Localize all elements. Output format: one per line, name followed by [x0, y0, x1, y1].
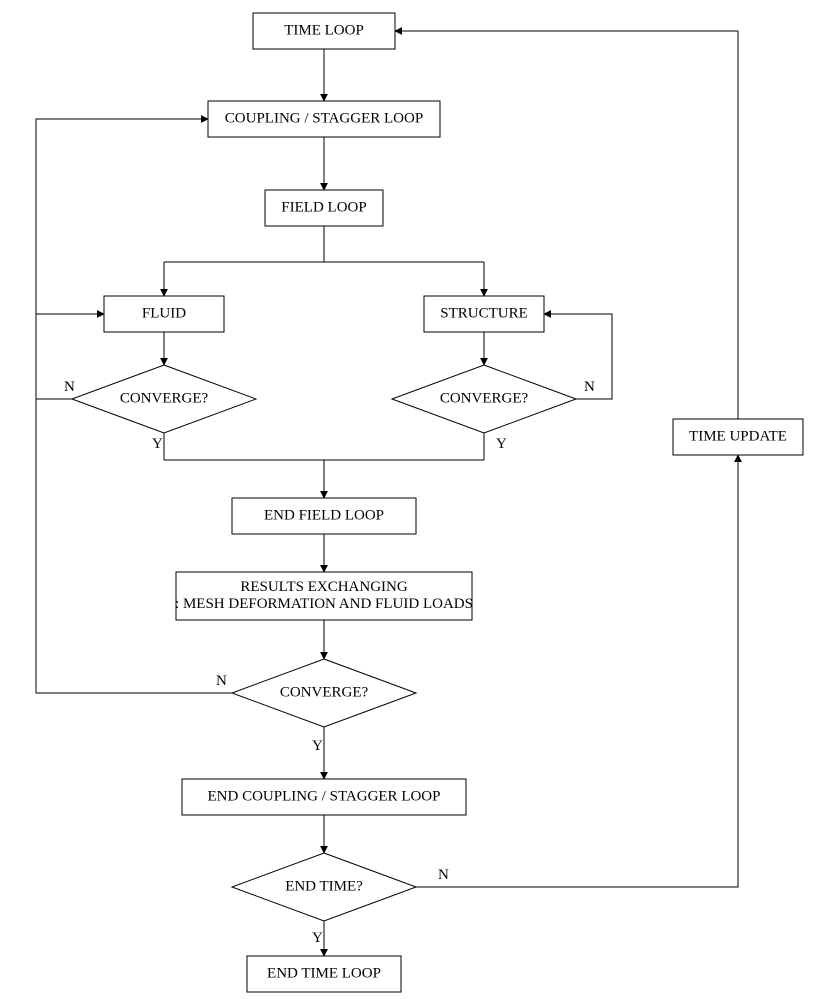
node-label-coupling_loop: COUPLING / STAGGER LOOP: [225, 110, 423, 126]
edge-label-9: N: [584, 379, 595, 395]
edge-label-11: Y: [496, 436, 507, 452]
node-label-results_exch-1: : MESH DEFORMATION AND FLUID LOADS: [175, 596, 473, 612]
node-label-structure: STRUCTURE: [440, 305, 528, 321]
edge-9: [544, 314, 612, 399]
edge-20: [395, 31, 738, 419]
node-label-converge_struct: CONVERGE?: [440, 390, 529, 406]
node-label-end_time_loop: END TIME LOOP: [267, 965, 381, 981]
node-label-time_update: TIME UPDATE: [689, 428, 787, 444]
edge-label-19: N: [438, 867, 449, 883]
edge-19: [416, 455, 738, 887]
node-label-results_exch-0: RESULTS EXCHANGING: [240, 579, 408, 595]
edge-label-8: N: [64, 379, 75, 395]
node-label-end_coupling: END COUPLING / STAGGER LOOP: [208, 788, 441, 804]
edge-label-16: N: [216, 673, 227, 689]
node-label-end_time_q: END TIME?: [285, 878, 363, 894]
edge-label-21: Y: [312, 930, 323, 946]
node-label-converge_fluid: CONVERGE?: [120, 390, 209, 406]
edge-label-10: Y: [152, 436, 163, 452]
node-label-converge_coup: CONVERGE?: [280, 684, 369, 700]
node-label-time_loop: TIME LOOP: [284, 22, 364, 38]
node-label-field_loop: FIELD LOOP: [281, 199, 366, 215]
edge-label-17: Y: [312, 738, 323, 754]
node-label-end_field_loop: END FIELD LOOP: [264, 507, 384, 523]
node-label-fluid: FLUID: [142, 305, 186, 321]
